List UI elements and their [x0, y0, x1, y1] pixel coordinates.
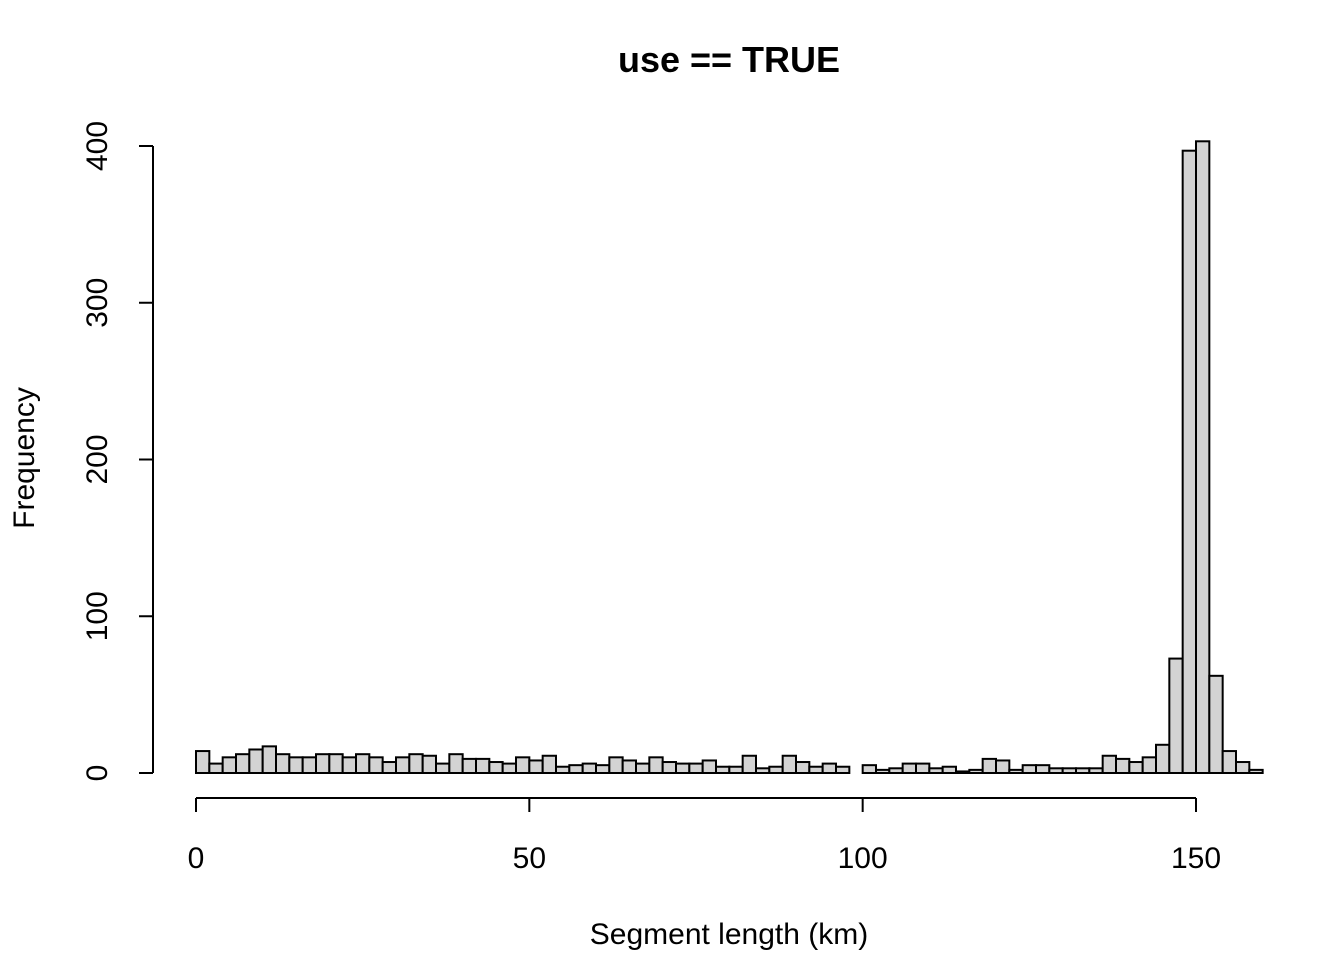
histogram-bar: [915, 762, 931, 774]
histogram-bar: [1035, 764, 1051, 774]
y-axis: 0 100 200 300 400: [81, 121, 154, 782]
histogram-bar: [208, 762, 224, 774]
histogram-bar: [421, 754, 437, 775]
histogram-bar: [1155, 743, 1171, 774]
histogram-bar: [1168, 657, 1184, 775]
histogram-bar: [955, 770, 971, 774]
histogram-bar: [355, 753, 371, 775]
histogram-bar: [621, 759, 638, 775]
histogram-bar: [968, 768, 984, 774]
histogram-bar: [275, 753, 291, 775]
y-tick-label: 100: [81, 591, 114, 641]
histogram-bar: [1195, 140, 1211, 775]
histogram-bar: [1221, 750, 1237, 774]
histogram-bar: [261, 745, 277, 774]
y-tick-label: 200: [81, 434, 114, 484]
histogram-bar: [555, 765, 571, 774]
histogram-bar: [928, 767, 944, 774]
histogram-bar: [408, 753, 424, 775]
histogram-bar: [741, 754, 758, 775]
histogram-bar: [581, 762, 598, 774]
histogram-bar: [781, 754, 798, 775]
x-tick-label: 0: [188, 842, 205, 875]
histogram-bar: [1115, 757, 1131, 775]
histogram-bar: [341, 756, 357, 775]
histogram-bar: [568, 764, 584, 774]
histogram-bar: [515, 756, 531, 775]
histogram-bar: [941, 765, 958, 774]
histogram-bar: [795, 761, 811, 775]
histogram-bar: [701, 759, 718, 775]
x-tick-label: 150: [1171, 842, 1221, 875]
y-axis-label: Frequency: [8, 387, 41, 529]
chart-title: use == TRUE: [618, 39, 840, 80]
histogram-bar: [715, 765, 731, 774]
histogram-bar: [995, 759, 1011, 775]
histogram-bar: [488, 761, 504, 775]
histogram-bar: [861, 764, 878, 774]
histogram-bar: [288, 756, 304, 775]
histogram-bar: [808, 765, 824, 774]
histogram-bar: [195, 750, 211, 774]
x-axis-label: Segment length (km): [590, 918, 868, 951]
histogram-bar: [648, 756, 664, 775]
histogram-bar: [1061, 767, 1077, 774]
histogram-bar: [1021, 764, 1038, 774]
histogram-bar: [675, 762, 691, 774]
histogram-bar: [395, 756, 411, 775]
histogram-bar: [475, 757, 491, 775]
x-tick-label: 50: [513, 842, 546, 875]
histogram-bar: [1141, 756, 1157, 775]
histogram-bar: [1008, 768, 1024, 774]
histogram-bar: [301, 756, 317, 775]
histogram-bar: [328, 753, 344, 775]
y-tick-label: 400: [81, 121, 114, 171]
histogram-bars: [195, 140, 1264, 775]
histogram-bar: [688, 762, 704, 774]
histogram-bar: [368, 756, 384, 775]
histogram-bar: [235, 753, 251, 775]
histogram-bar: [635, 762, 651, 774]
histogram-bar: [901, 762, 918, 774]
histogram-bar: [435, 762, 451, 774]
histogram-bar: [821, 762, 838, 774]
histogram-bar: [315, 753, 331, 775]
histogram-bar: [981, 757, 998, 775]
histogram-bar: [608, 756, 624, 775]
histogram-bar: [1048, 767, 1064, 774]
histogram-bar: [875, 768, 891, 774]
y-tick-label: 0: [81, 765, 114, 782]
x-axis: 0 50 100 150: [188, 797, 1221, 875]
histogram-bar: [661, 761, 678, 775]
histogram-bar: [595, 764, 611, 774]
histogram-bar: [461, 757, 477, 775]
histogram-bar: [1208, 674, 1224, 774]
histogram-bar: [728, 765, 744, 774]
histogram-bar: [768, 765, 784, 774]
histogram-bar: [888, 767, 904, 774]
histogram-bar: [528, 759, 544, 775]
x-tick-label: 100: [838, 842, 888, 875]
histogram-bar: [1101, 754, 1117, 775]
histogram-bar: [501, 762, 517, 774]
histogram-bar: [1248, 768, 1264, 774]
histogram-bar: [248, 748, 264, 774]
histogram-bar: [1181, 149, 1197, 774]
histogram-bar: [221, 756, 238, 775]
histogram-bar: [1128, 761, 1144, 775]
histogram-bar: [381, 761, 397, 775]
histogram-bar: [541, 754, 558, 775]
histogram-bar: [1088, 767, 1104, 774]
histogram-bar: [448, 753, 464, 775]
histogram-bar: [1235, 761, 1251, 775]
histogram-bar: [1075, 767, 1091, 774]
histogram-bar: [755, 767, 771, 774]
y-tick-label: 300: [81, 278, 114, 328]
histogram-bar: [835, 765, 851, 774]
